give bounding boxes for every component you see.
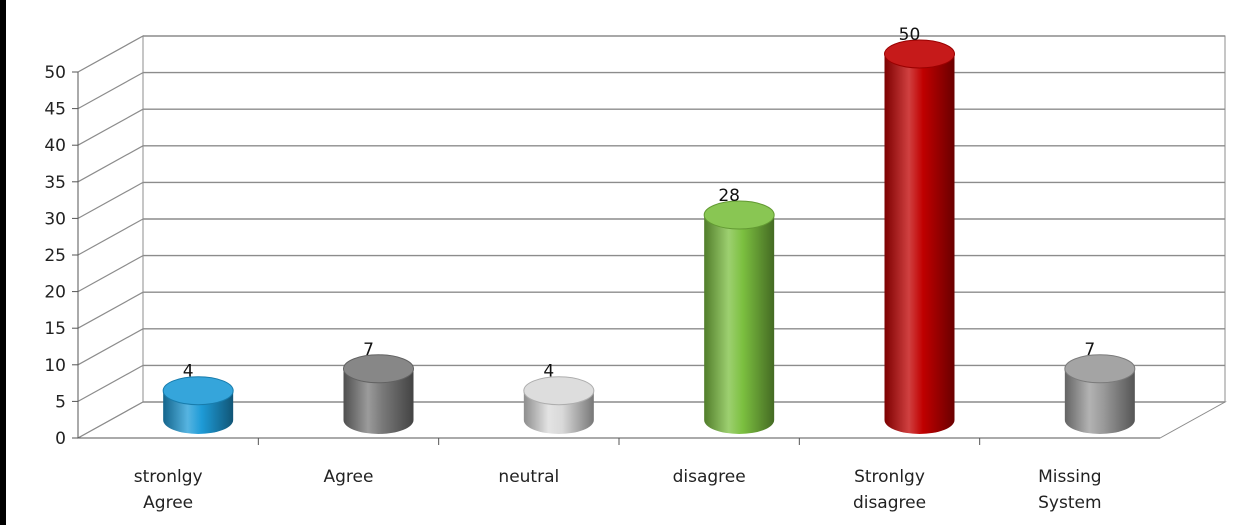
gridline-side (77, 35, 144, 73)
bar-top (884, 39, 955, 69)
data-label: 28 (718, 186, 740, 206)
bar-4 (884, 39, 955, 435)
bar-0 (162, 376, 234, 435)
data-label: 4 (543, 362, 554, 382)
data-label: 4 (183, 362, 194, 382)
bar-body (343, 368, 414, 435)
x-tick-label: Stronlgy (854, 467, 925, 487)
x-tick-label: System (1038, 493, 1101, 513)
gridline-side (77, 218, 144, 256)
gridline-side (77, 255, 144, 293)
bar-3 (703, 200, 775, 435)
y-tick-label: 25 (44, 246, 66, 266)
bar-body (704, 215, 775, 435)
bar-top (523, 376, 595, 406)
bar-5 (1064, 354, 1136, 434)
bar-top (1064, 354, 1136, 384)
bar-body (884, 54, 955, 435)
x-tick-label: Agree (143, 493, 193, 513)
bar-top (162, 376, 234, 406)
x-tick-label: Agree (324, 467, 374, 487)
y-tick-label: 30 (44, 209, 66, 229)
y-tick-label: 15 (44, 319, 66, 339)
gridline-side (77, 181, 144, 219)
floor (76, 401, 1227, 439)
y-tick-label: 5 (55, 392, 66, 412)
data-label: 7 (363, 340, 374, 360)
y-tick-label: 45 (44, 100, 66, 120)
y-tick-label: 0 (55, 429, 66, 449)
y-tick-label: 20 (44, 283, 66, 303)
gridline-side (77, 401, 144, 439)
gridline-side (77, 328, 144, 366)
y-tick-label: 10 (44, 356, 66, 376)
data-label: 7 (1084, 340, 1095, 360)
gridline-side (77, 72, 144, 110)
x-tick-label: disagree (853, 493, 926, 513)
bar-1 (343, 354, 414, 435)
frame-border (0, 0, 6, 525)
x-tick-label: neutral (498, 467, 559, 487)
gridline-side (77, 291, 144, 329)
gridline-side (77, 145, 144, 183)
x-tick-label: disagree (673, 467, 746, 487)
y-tick-label: 50 (44, 63, 66, 83)
gridline-side (77, 364, 144, 402)
bar-2 (523, 376, 595, 434)
bar-body (1064, 368, 1135, 434)
x-tick-label: Missing (1038, 467, 1101, 487)
bar-top (343, 354, 414, 384)
gridline-side (77, 108, 144, 146)
bar-top (703, 200, 775, 230)
y-tick-label: 35 (44, 173, 66, 193)
y-tick-label: 40 (44, 136, 66, 156)
data-label: 50 (899, 25, 921, 45)
x-tick-label: stronlgy (134, 467, 203, 487)
